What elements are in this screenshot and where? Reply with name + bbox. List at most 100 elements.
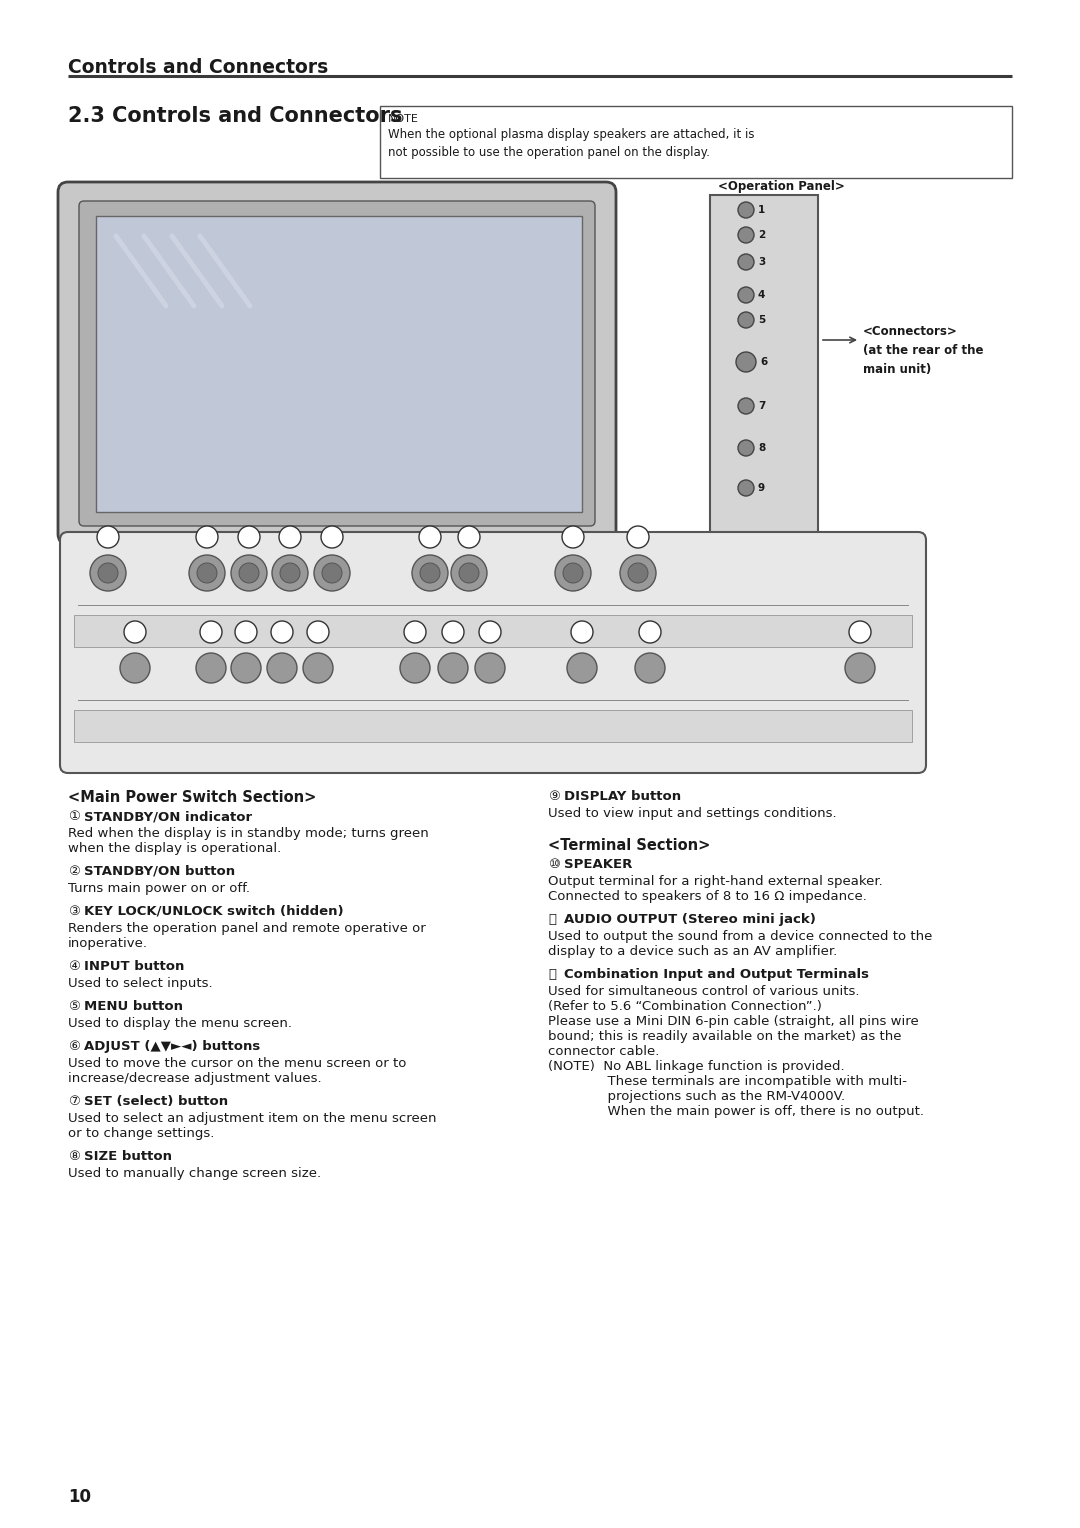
Text: 6: 6 — [760, 358, 767, 367]
Text: 2.3 Controls and Connectors: 2.3 Controls and Connectors — [68, 105, 403, 125]
Circle shape — [738, 312, 754, 329]
Text: Turns main power on or off.: Turns main power on or off. — [68, 882, 249, 895]
Text: 24: 24 — [409, 628, 420, 637]
Circle shape — [200, 620, 222, 643]
Text: ③: ③ — [68, 905, 80, 918]
Circle shape — [738, 397, 754, 414]
Text: Red when the display is in standby mode; turns green: Red when the display is in standby mode;… — [68, 827, 429, 840]
Text: 9: 9 — [758, 483, 765, 494]
Circle shape — [458, 526, 480, 549]
Text: 23: 23 — [312, 628, 324, 637]
Text: <Operation Panel>: <Operation Panel> — [718, 180, 845, 193]
Text: 25: 25 — [447, 628, 459, 637]
Text: Controls and Connectors: Controls and Connectors — [68, 58, 328, 76]
Text: ⑧: ⑧ — [68, 1151, 80, 1163]
Text: 17: 17 — [567, 532, 579, 541]
Text: 19: 19 — [130, 628, 140, 637]
Text: Used to view input and settings conditions.: Used to view input and settings conditio… — [548, 807, 837, 821]
Circle shape — [239, 562, 259, 584]
Text: Output terminal for a right-hand external speaker.: Output terminal for a right-hand externa… — [548, 876, 882, 888]
Circle shape — [635, 652, 665, 683]
Circle shape — [738, 202, 754, 219]
Text: ⑪: ⑪ — [548, 914, 556, 926]
Circle shape — [738, 287, 754, 303]
Circle shape — [321, 526, 343, 549]
FancyBboxPatch shape — [79, 202, 595, 526]
Text: 7: 7 — [758, 400, 766, 411]
Text: 8: 8 — [758, 443, 766, 452]
Circle shape — [627, 526, 649, 549]
Text: Used to display the menu screen.: Used to display the menu screen. — [68, 1018, 292, 1030]
Text: ①: ① — [68, 810, 80, 824]
Text: <Main Power Switch Section>: <Main Power Switch Section> — [68, 790, 316, 805]
Text: INPUT button: INPUT button — [84, 960, 185, 973]
Circle shape — [197, 562, 217, 584]
Text: 28: 28 — [645, 628, 656, 637]
Circle shape — [303, 652, 333, 683]
Circle shape — [627, 562, 648, 584]
Text: Combination Input and Output Terminals: Combination Input and Output Terminals — [564, 969, 869, 981]
Text: AUDIO OUTPUT (Stereo mini jack): AUDIO OUTPUT (Stereo mini jack) — [564, 914, 815, 926]
Text: KEY LOCK/UNLOCK switch (hidden): KEY LOCK/UNLOCK switch (hidden) — [84, 905, 343, 918]
Text: Please use a Mini DIN 6-pin cable (straight, all pins wire: Please use a Mini DIN 6-pin cable (strai… — [548, 1015, 919, 1028]
Circle shape — [438, 652, 468, 683]
Text: 2: 2 — [758, 231, 766, 240]
Text: SPEAKER: SPEAKER — [564, 859, 633, 871]
Text: Used to move the cursor on the menu screen or to: Used to move the cursor on the menu scre… — [68, 1057, 406, 1070]
Text: 18: 18 — [632, 532, 644, 541]
Circle shape — [738, 440, 754, 455]
Text: 10: 10 — [68, 1488, 91, 1507]
Text: 10: 10 — [103, 532, 113, 541]
Circle shape — [271, 620, 293, 643]
Text: When the main power is off, there is no output.: When the main power is off, there is no … — [548, 1105, 924, 1118]
Bar — [75, 711, 912, 743]
Text: projections such as the RM-V4000V.: projections such as the RM-V4000V. — [548, 1089, 846, 1103]
Circle shape — [639, 620, 661, 643]
Text: inoperative.: inoperative. — [68, 937, 148, 950]
Text: bound; this is readily available on the market) as the: bound; this is readily available on the … — [548, 1030, 902, 1044]
Text: 16: 16 — [463, 532, 475, 541]
Circle shape — [238, 526, 260, 549]
Text: 22: 22 — [276, 628, 287, 637]
Circle shape — [322, 562, 342, 584]
Circle shape — [124, 620, 146, 643]
Circle shape — [411, 555, 448, 591]
Circle shape — [272, 555, 308, 591]
Text: 26: 26 — [484, 628, 496, 637]
Text: ⑥: ⑥ — [68, 1041, 80, 1053]
Text: increase/decrease adjustment values.: increase/decrease adjustment values. — [68, 1073, 322, 1085]
Bar — [75, 614, 912, 646]
Text: These terminals are incompatible with multi-: These terminals are incompatible with mu… — [548, 1076, 907, 1088]
Text: Connected to speakers of 8 to 16 Ω impedance.: Connected to speakers of 8 to 16 Ω imped… — [548, 889, 867, 903]
Text: or to change settings.: or to change settings. — [68, 1128, 214, 1140]
Circle shape — [451, 555, 487, 591]
FancyBboxPatch shape — [58, 182, 616, 544]
Circle shape — [442, 620, 464, 643]
Circle shape — [562, 526, 584, 549]
Text: Used to select an adjustment item on the menu screen: Used to select an adjustment item on the… — [68, 1112, 436, 1125]
Circle shape — [195, 526, 218, 549]
Text: When the optional plasma display speakers are attached, it is
not possible to us: When the optional plasma display speaker… — [388, 128, 755, 159]
Text: Used to select inputs.: Used to select inputs. — [68, 976, 213, 990]
Text: <Connectors>
(at the rear of the
main unit): <Connectors> (at the rear of the main un… — [863, 325, 984, 376]
Circle shape — [98, 562, 118, 584]
Circle shape — [420, 562, 440, 584]
Circle shape — [307, 620, 329, 643]
Text: SIZE button: SIZE button — [84, 1151, 172, 1163]
Text: 27: 27 — [577, 628, 588, 637]
Text: Used to manually change screen size.: Used to manually change screen size. — [68, 1167, 321, 1180]
Circle shape — [475, 652, 505, 683]
Text: ⑩: ⑩ — [548, 859, 559, 871]
Text: STANDBY/ON indicator: STANDBY/ON indicator — [84, 810, 252, 824]
Circle shape — [404, 620, 426, 643]
Text: ④: ④ — [68, 960, 80, 973]
Text: when the display is operational.: when the display is operational. — [68, 842, 281, 856]
Circle shape — [738, 480, 754, 497]
Text: ADJUST (▲▼►◄) buttons: ADJUST (▲▼►◄) buttons — [84, 1041, 260, 1053]
Circle shape — [279, 526, 301, 549]
Text: ⑦: ⑦ — [68, 1096, 80, 1108]
Circle shape — [567, 652, 597, 683]
Circle shape — [189, 555, 225, 591]
Circle shape — [738, 228, 754, 243]
Text: <Terminal Section>: <Terminal Section> — [548, 837, 711, 853]
